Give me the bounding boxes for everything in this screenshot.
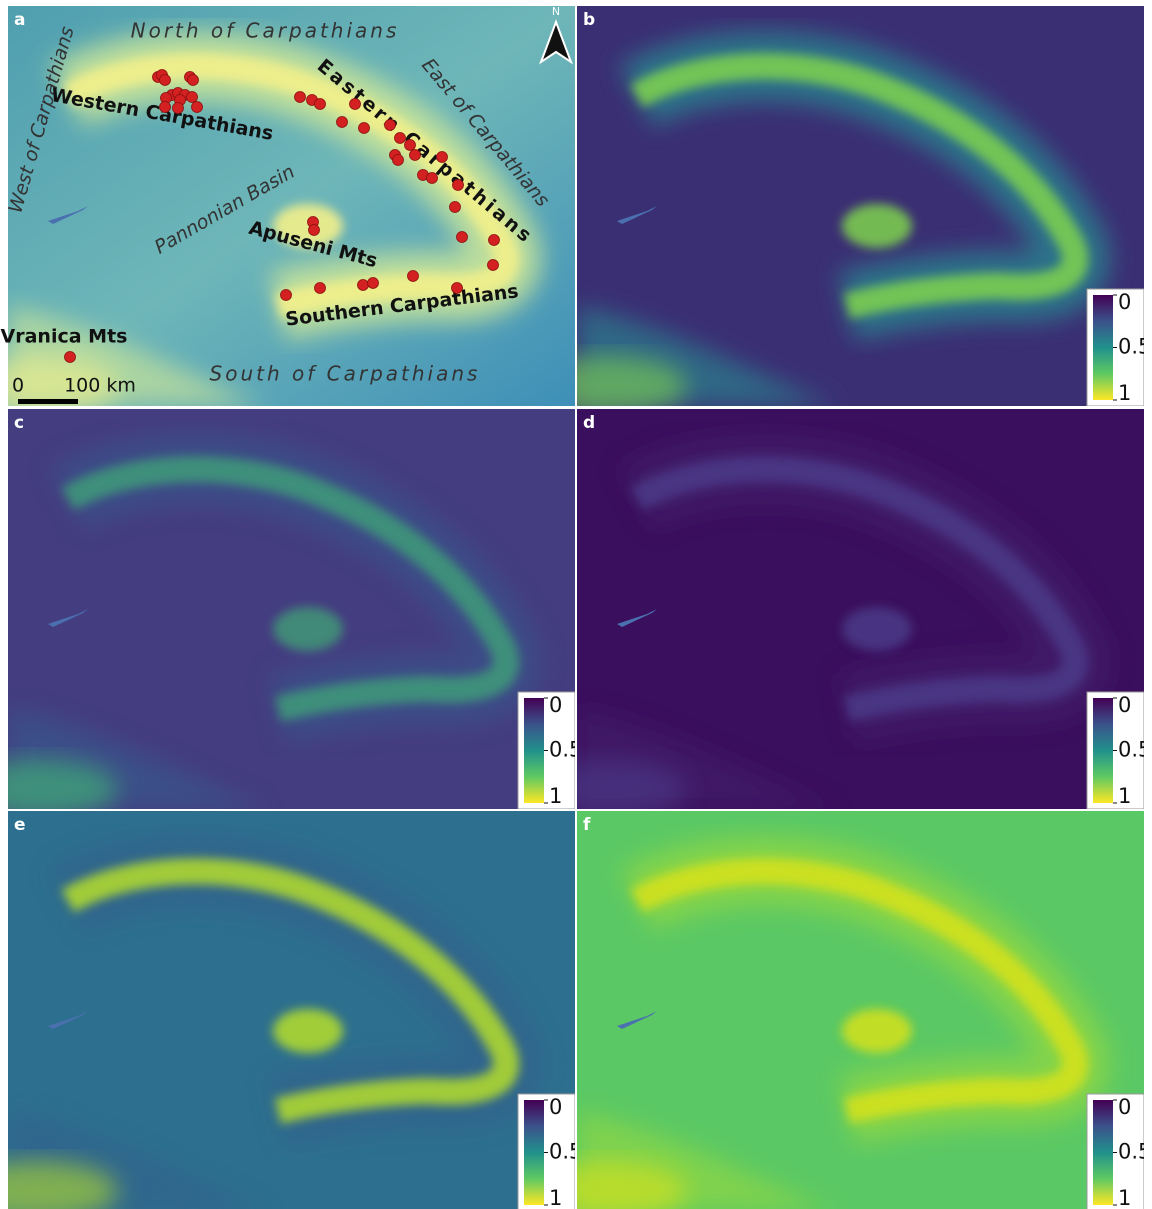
panel-label: b [583, 10, 595, 30]
site-marker [187, 92, 198, 103]
map-panel: e00.51 [0, 811, 582, 1209]
panel-label: e [14, 815, 26, 835]
legend-tick-label: 0 [549, 1095, 562, 1119]
site-marker [368, 278, 379, 289]
panel-label: d [583, 413, 595, 433]
region-label: Vranica Mts [1, 326, 128, 348]
legend-tick-label: 1 [549, 1186, 562, 1209]
site-marker [408, 271, 419, 282]
legend-tick-label: 0 [1118, 290, 1131, 314]
site-marker [281, 290, 292, 301]
apuseni-massif [273, 1009, 343, 1053]
panel-label: c [14, 413, 24, 433]
site-marker [452, 283, 463, 294]
apuseni-massif [842, 607, 912, 651]
scale-label: 0 [12, 375, 24, 397]
legend-tick-label: 0.5 [1118, 1140, 1151, 1164]
legend-tick-label: 0.5 [1118, 738, 1151, 762]
site-marker [295, 92, 306, 103]
site-marker [350, 99, 361, 110]
map-panel: d 0 0.5 1 [527, 409, 1151, 819]
site-marker [315, 99, 326, 110]
legend-colorbar [1093, 295, 1113, 400]
legend-colorbar [524, 698, 544, 803]
site-marker [457, 232, 468, 243]
site-marker [192, 102, 203, 113]
site-marker [453, 180, 464, 191]
site-marker [488, 260, 499, 271]
site-marker [173, 103, 184, 114]
legend-tick-label: 1 [1118, 381, 1131, 405]
scale-bar [18, 399, 78, 404]
legend-tick-label: 1 [1118, 1186, 1131, 1209]
legend-colorbar [524, 1100, 544, 1205]
panel-label: f [583, 815, 591, 835]
north-label: N [552, 5, 560, 18]
site-marker [359, 123, 370, 134]
place-label: South of Carpathians [210, 362, 481, 386]
site-marker [65, 352, 76, 363]
site-marker [405, 140, 416, 151]
site-marker [337, 117, 348, 128]
legend-tick-label: 1 [549, 784, 562, 808]
site-marker [160, 102, 171, 113]
apuseni-massif [273, 607, 343, 651]
site-marker [315, 283, 326, 294]
site-marker [395, 133, 406, 144]
site-marker [160, 75, 171, 86]
place-label: North of Carpathians [131, 19, 400, 43]
site-marker [358, 280, 369, 291]
site-marker [437, 152, 448, 163]
map-panel: b 0 0.5 1 [527, 6, 1151, 416]
site-marker [410, 150, 421, 161]
site-marker [450, 202, 461, 213]
scale-label: 100 km [64, 375, 136, 397]
site-marker [385, 120, 396, 131]
legend-tick-label: 0 [549, 693, 562, 717]
site-marker [309, 225, 320, 236]
map-panel: f 0 0.5 1 [527, 811, 1151, 1209]
site-marker [489, 235, 500, 246]
legend-colorbar [1093, 698, 1113, 803]
site-marker [427, 173, 438, 184]
legend-tick-label: 0 [1118, 693, 1131, 717]
apuseni-massif [842, 204, 912, 248]
legend-tick-label: 0 [1118, 1095, 1131, 1119]
panel-label: a [14, 10, 25, 30]
figure: ab00.51c00.51d00.51e00.51f00.51 North of… [0, 0, 1152, 1209]
site-marker [188, 75, 199, 86]
map-panel: c00.51 [0, 409, 582, 819]
legend-tick-label: 0.5 [1118, 335, 1151, 359]
apuseni-massif [842, 1009, 912, 1053]
site-marker [393, 155, 404, 166]
legend-colorbar [1093, 1100, 1113, 1205]
legend-tick-label: 1 [1118, 784, 1131, 808]
